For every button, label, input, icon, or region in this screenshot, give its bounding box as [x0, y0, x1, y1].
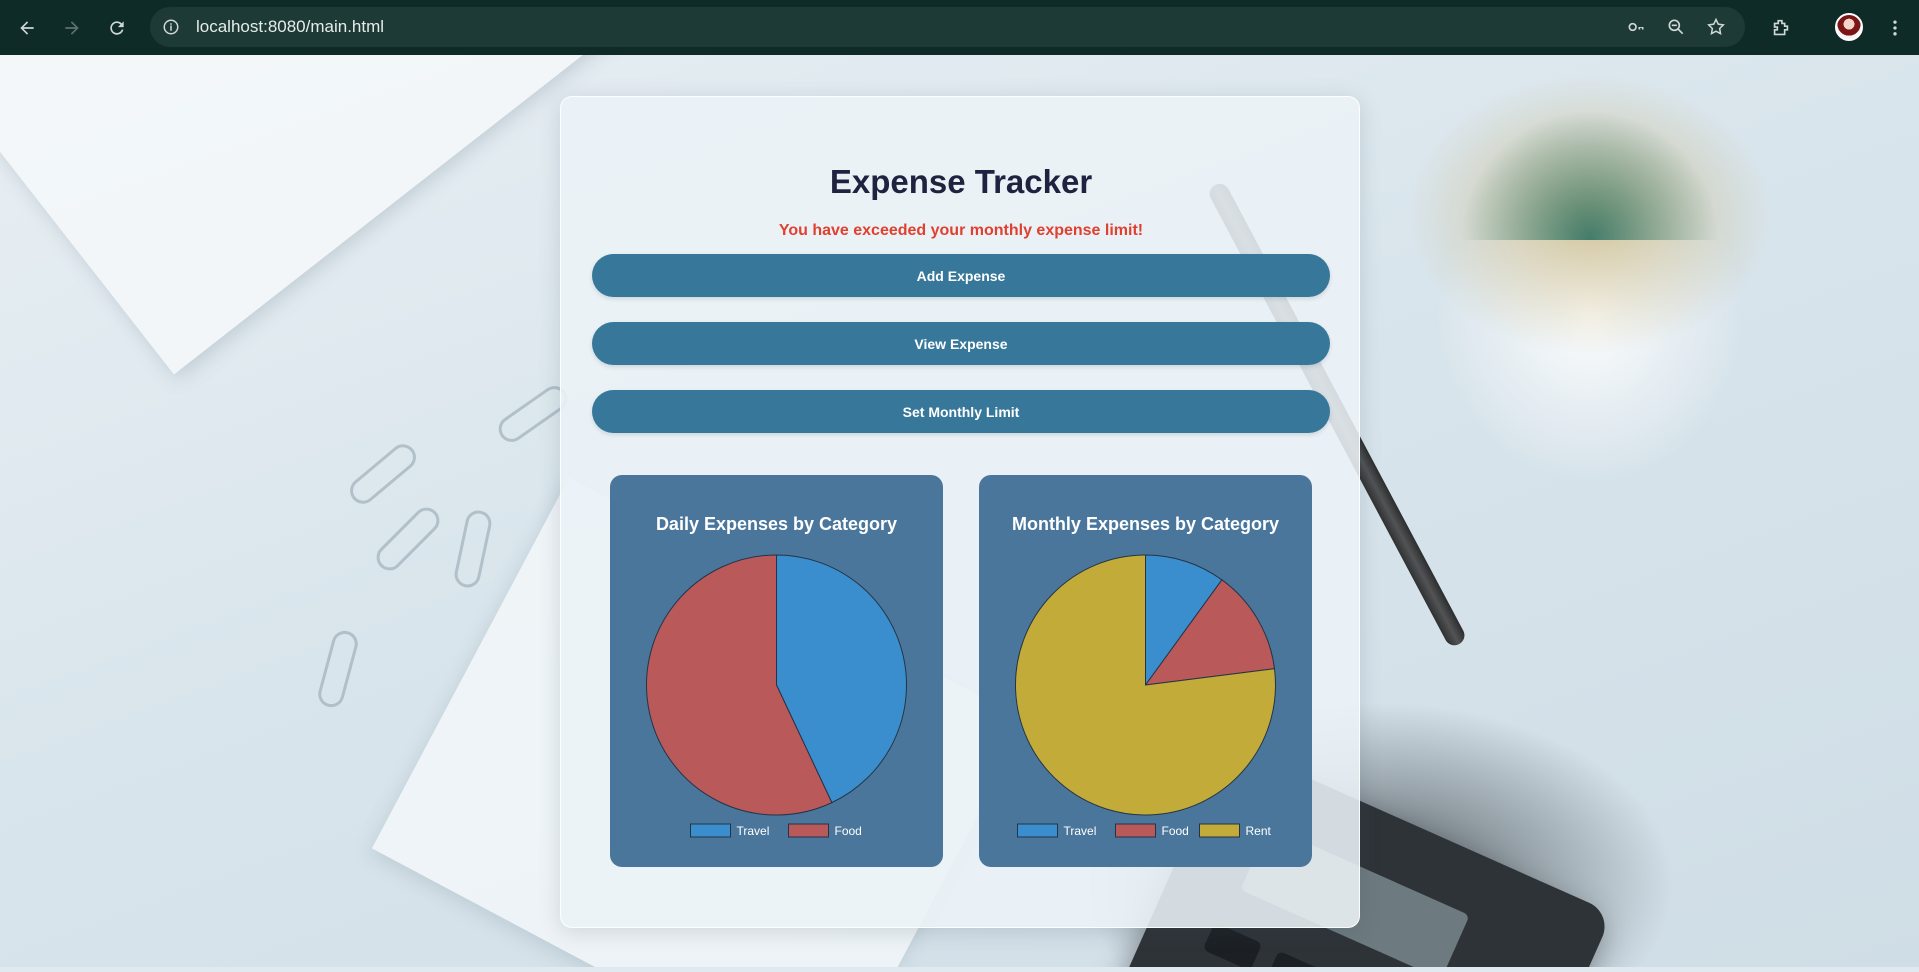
pie-slice-food[interactable]: [646, 554, 833, 816]
url-text[interactable]: localhost:8080/main.html: [196, 17, 385, 36]
page-title: Expense Tracker: [829, 163, 1093, 200]
back-button[interactable]: [11, 12, 43, 44]
legend-label-rent: Rent: [1246, 824, 1272, 838]
reload-icon: [110, 21, 124, 35]
pie-slice-travel[interactable]: [776, 554, 907, 804]
reload-button[interactable]: [101, 12, 133, 44]
site-info-icon[interactable]: [160, 16, 182, 38]
profile-avatar[interactable]: [1835, 13, 1863, 41]
legend-label-food: Food: [835, 824, 862, 838]
pie-slice-rent[interactable]: [1015, 554, 1276, 816]
paperclip-decoration: [315, 627, 361, 711]
legend-swatch-rent[interactable]: [1199, 823, 1240, 838]
puzzle-icon: [1773, 19, 1789, 36]
legend-swatch-food[interactable]: [788, 823, 829, 838]
view-expense-button[interactable]: View Expense: [592, 322, 1330, 365]
paper-decoration: [0, 55, 616, 375]
legend-label-travel: Travel: [1064, 824, 1097, 838]
paperclip-decoration: [344, 438, 422, 510]
paperclip-decoration: [371, 502, 445, 576]
daily-expenses-chart-panel: Daily Expenses by Category Travel Food: [610, 475, 943, 867]
address-bar[interactable]: localhost:8080/main.html: [150, 7, 1745, 47]
arrow-left-icon: [20, 21, 34, 35]
expense-tracker-card: Expense Tracker You have exceeded your m…: [560, 96, 1360, 928]
chart-title: Monthly Expenses by Category: [1012, 514, 1279, 534]
legend-label-travel: Travel: [737, 824, 770, 838]
add-expense-button[interactable]: Add Expense: [592, 254, 1330, 297]
bookmark-star-icon[interactable]: [1705, 16, 1727, 38]
legend-swatch-travel[interactable]: [690, 823, 731, 838]
pie-slice-travel[interactable]: [1145, 554, 1223, 687]
monthly-expenses-pie-chart: Monthly Expenses by Category Travel Food Re…: [1012, 514, 1279, 838]
limit-exceeded-warning: You have exceeded your monthly expense l…: [778, 222, 1144, 239]
legend-swatch-travel[interactable]: [1017, 823, 1058, 838]
arrow-right-icon: [65, 21, 79, 35]
legend-swatch-food[interactable]: [1115, 823, 1156, 838]
set-monthly-limit-button[interactable]: Set Monthly Limit: [592, 390, 1330, 433]
monthly-expenses-chart-panel: Monthly Expenses by Category Travel Food Re…: [979, 475, 1312, 867]
browser-menu-button[interactable]: [1879, 12, 1911, 44]
paperclip-decoration: [452, 508, 494, 590]
forward-button[interactable]: [56, 12, 88, 44]
plant-decoration: [1460, 110, 1720, 240]
password-key-icon[interactable]: [1625, 16, 1647, 38]
daily-expenses-pie-chart: Daily Expenses by Category Travel Food: [646, 514, 907, 838]
browser-toolbar: localhost:8080/main.html: [0, 0, 1919, 55]
legend-label-food: Food: [1162, 824, 1189, 838]
chart-title: Daily Expenses by Category: [656, 514, 897, 534]
extensions-button[interactable]: [1765, 12, 1797, 44]
zoom-icon[interactable]: [1665, 16, 1687, 38]
pie-slice-food[interactable]: [1144, 579, 1276, 686]
more-vertical-icon: [1893, 20, 1897, 36]
